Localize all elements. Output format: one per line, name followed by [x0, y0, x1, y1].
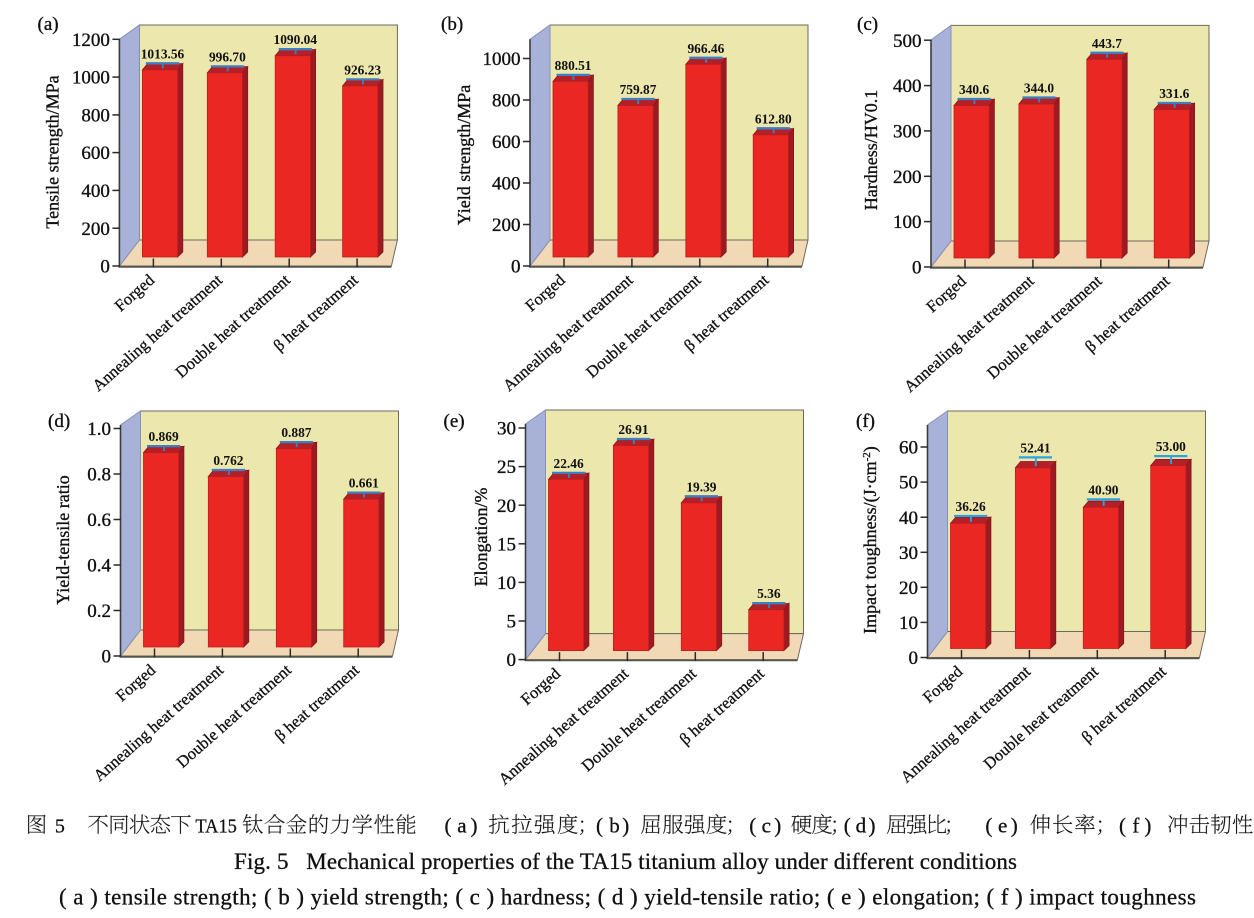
svg-text:1000: 1000 — [72, 68, 110, 89]
svg-text:5: 5 — [55, 815, 65, 837]
svg-text:): ) — [471, 813, 478, 837]
svg-text:(: ( — [1119, 813, 1126, 837]
svg-text:40: 40 — [899, 508, 918, 529]
svg-text:): ) — [774, 813, 781, 837]
svg-text:10: 10 — [899, 613, 918, 634]
svg-text:600: 600 — [492, 132, 521, 153]
svg-text:(a): (a) — [38, 14, 59, 35]
svg-text:52.41: 52.41 — [1020, 440, 1050, 455]
svg-text:600: 600 — [81, 143, 110, 164]
svg-text:0.8: 0.8 — [87, 465, 111, 486]
svg-text:36.26: 36.26 — [956, 499, 986, 514]
svg-text:0.661: 0.661 — [349, 476, 379, 491]
svg-text:1090.04: 1090.04 — [274, 32, 318, 47]
svg-text:(: ( — [445, 813, 452, 837]
svg-text:200: 200 — [893, 167, 922, 188]
svg-text:Yield-tensile ratio: Yield-tensile ratio — [53, 475, 73, 604]
svg-text:e: e — [998, 813, 1007, 837]
svg-text:): ) — [1144, 813, 1151, 837]
svg-text:Tensile strength/MPa: Tensile strength/MPa — [43, 75, 63, 228]
svg-text:340.6: 340.6 — [959, 82, 989, 97]
svg-text:0: 0 — [909, 648, 919, 669]
svg-text:400: 400 — [81, 181, 110, 202]
svg-text:): ) — [869, 813, 876, 837]
svg-text:): ) — [622, 813, 629, 837]
svg-text:a: a — [457, 813, 467, 837]
svg-text:0.2: 0.2 — [87, 601, 111, 622]
svg-text:200: 200 — [492, 215, 521, 236]
svg-text:0: 0 — [507, 650, 517, 671]
svg-text:800: 800 — [492, 91, 521, 112]
svg-text:26.91: 26.91 — [618, 422, 648, 437]
svg-text:344.0: 344.0 — [1024, 81, 1054, 96]
svg-text:331.6: 331.6 — [1159, 86, 1189, 101]
svg-text:0.6: 0.6 — [87, 510, 111, 531]
svg-text:996.70: 996.70 — [209, 49, 246, 64]
svg-text:60: 60 — [899, 438, 918, 459]
svg-text:Elongation/%: Elongation/% — [471, 488, 491, 587]
svg-text:(: ( — [844, 813, 851, 837]
svg-text:30: 30 — [497, 419, 516, 440]
svg-text:40.90: 40.90 — [1088, 482, 1118, 497]
svg-text:( a ) tensile strength; ( b ): ( a ) tensile strength; ( b ) yield stre… — [59, 885, 1196, 910]
svg-text:400: 400 — [492, 174, 521, 195]
svg-text:759.87: 759.87 — [620, 82, 657, 97]
svg-text:b: b — [609, 813, 620, 837]
svg-text:22.46: 22.46 — [554, 456, 584, 471]
svg-text:TA15: TA15 — [195, 815, 237, 837]
svg-text:0.887: 0.887 — [281, 425, 311, 440]
svg-text:50: 50 — [899, 473, 918, 494]
svg-text:300: 300 — [893, 122, 922, 143]
svg-text:(f): (f) — [856, 411, 875, 432]
svg-text:0.4: 0.4 — [87, 556, 111, 577]
svg-text:200: 200 — [81, 219, 110, 240]
svg-text:Yield strength/MPa: Yield strength/MPa — [454, 85, 474, 226]
svg-text:f: f — [1132, 813, 1139, 837]
svg-text:0: 0 — [102, 647, 112, 668]
svg-text:926.23: 926.23 — [344, 62, 381, 77]
svg-text:5.36: 5.36 — [757, 586, 781, 601]
svg-text:0: 0 — [912, 258, 922, 279]
svg-text:0.869: 0.869 — [149, 429, 179, 444]
svg-text:Hardness/HV0.1: Hardness/HV0.1 — [861, 90, 881, 210]
svg-text:d: d — [856, 813, 867, 837]
svg-text:10: 10 — [497, 573, 516, 594]
svg-text:0: 0 — [511, 257, 521, 278]
svg-text:0.762: 0.762 — [213, 453, 243, 468]
svg-text:5: 5 — [507, 612, 517, 633]
svg-text:(c): (c) — [857, 14, 878, 35]
svg-text:Impact toughness/(J·cm-2): Impact toughness/(J·cm-2) — [860, 446, 881, 634]
svg-text:Fig. 5 Mechanical properties: Fig. 5 Mechanical properties of the TA15… — [234, 849, 1017, 874]
svg-text:800: 800 — [81, 106, 110, 127]
svg-text:500: 500 — [893, 31, 922, 52]
svg-text:25: 25 — [497, 457, 516, 478]
svg-text:15: 15 — [497, 534, 516, 555]
svg-text:): ) — [1011, 813, 1018, 837]
svg-text:(d): (d) — [48, 411, 70, 432]
svg-text:880.51: 880.51 — [555, 58, 592, 73]
svg-text:443.7: 443.7 — [1092, 36, 1122, 51]
svg-text:612.80: 612.80 — [755, 111, 792, 126]
svg-text:(: ( — [749, 813, 756, 837]
svg-text:(e): (e) — [444, 411, 465, 432]
svg-text:20: 20 — [899, 578, 918, 599]
svg-text:53.00: 53.00 — [1156, 439, 1186, 454]
svg-text:20: 20 — [497, 496, 516, 517]
svg-text:1000: 1000 — [483, 49, 521, 70]
svg-text:966.46: 966.46 — [687, 41, 724, 56]
svg-text:19.39: 19.39 — [686, 479, 716, 494]
svg-text:30: 30 — [899, 543, 918, 564]
svg-text:400: 400 — [893, 76, 922, 97]
svg-text:0: 0 — [100, 257, 110, 278]
svg-text:(b): (b) — [441, 14, 463, 35]
svg-text:(: ( — [985, 813, 992, 837]
svg-text:1200: 1200 — [72, 30, 110, 51]
svg-text:(: ( — [596, 813, 603, 837]
svg-text:100: 100 — [893, 212, 922, 233]
svg-text:1013.56: 1013.56 — [141, 46, 185, 61]
svg-text:c: c — [762, 813, 771, 837]
svg-text:1.0: 1.0 — [87, 419, 111, 440]
